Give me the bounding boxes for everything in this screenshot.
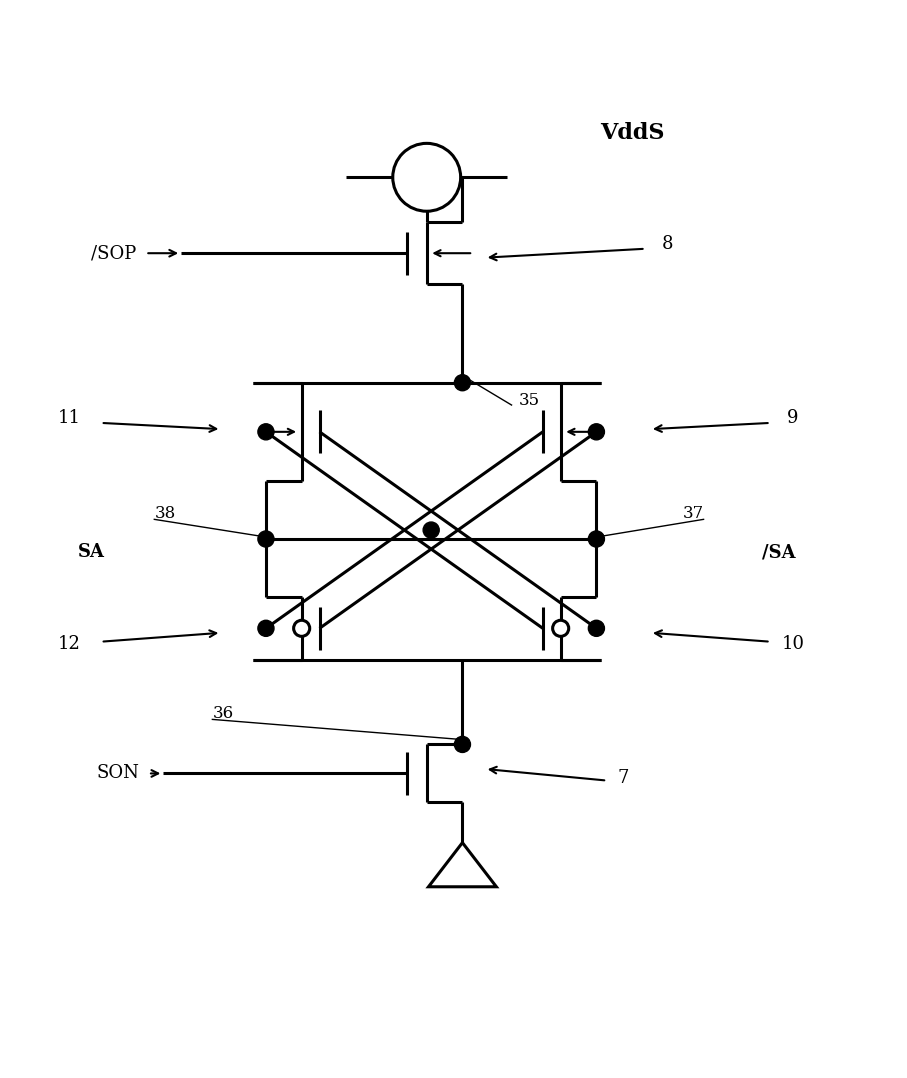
Circle shape xyxy=(589,531,604,547)
Text: /SOP: /SOP xyxy=(92,245,136,262)
Circle shape xyxy=(454,736,471,752)
Text: 37: 37 xyxy=(682,506,704,523)
Text: SA: SA xyxy=(78,543,105,562)
Text: 7: 7 xyxy=(618,769,629,787)
Text: 35: 35 xyxy=(519,392,540,409)
Text: 36: 36 xyxy=(212,705,233,721)
Circle shape xyxy=(424,522,439,538)
Circle shape xyxy=(258,424,274,440)
Text: SON: SON xyxy=(96,764,139,783)
Text: 10: 10 xyxy=(782,635,805,653)
Text: 12: 12 xyxy=(58,635,81,653)
Circle shape xyxy=(258,620,274,636)
Text: 9: 9 xyxy=(787,410,799,428)
Text: 38: 38 xyxy=(154,506,176,523)
Circle shape xyxy=(589,620,604,636)
Text: VddS: VddS xyxy=(600,122,664,143)
Circle shape xyxy=(258,531,274,547)
Circle shape xyxy=(552,620,569,636)
Text: 11: 11 xyxy=(58,410,81,428)
Text: 8: 8 xyxy=(662,235,674,253)
Text: /SA: /SA xyxy=(762,543,795,562)
Circle shape xyxy=(589,424,604,440)
Circle shape xyxy=(294,620,309,636)
Circle shape xyxy=(454,375,471,390)
